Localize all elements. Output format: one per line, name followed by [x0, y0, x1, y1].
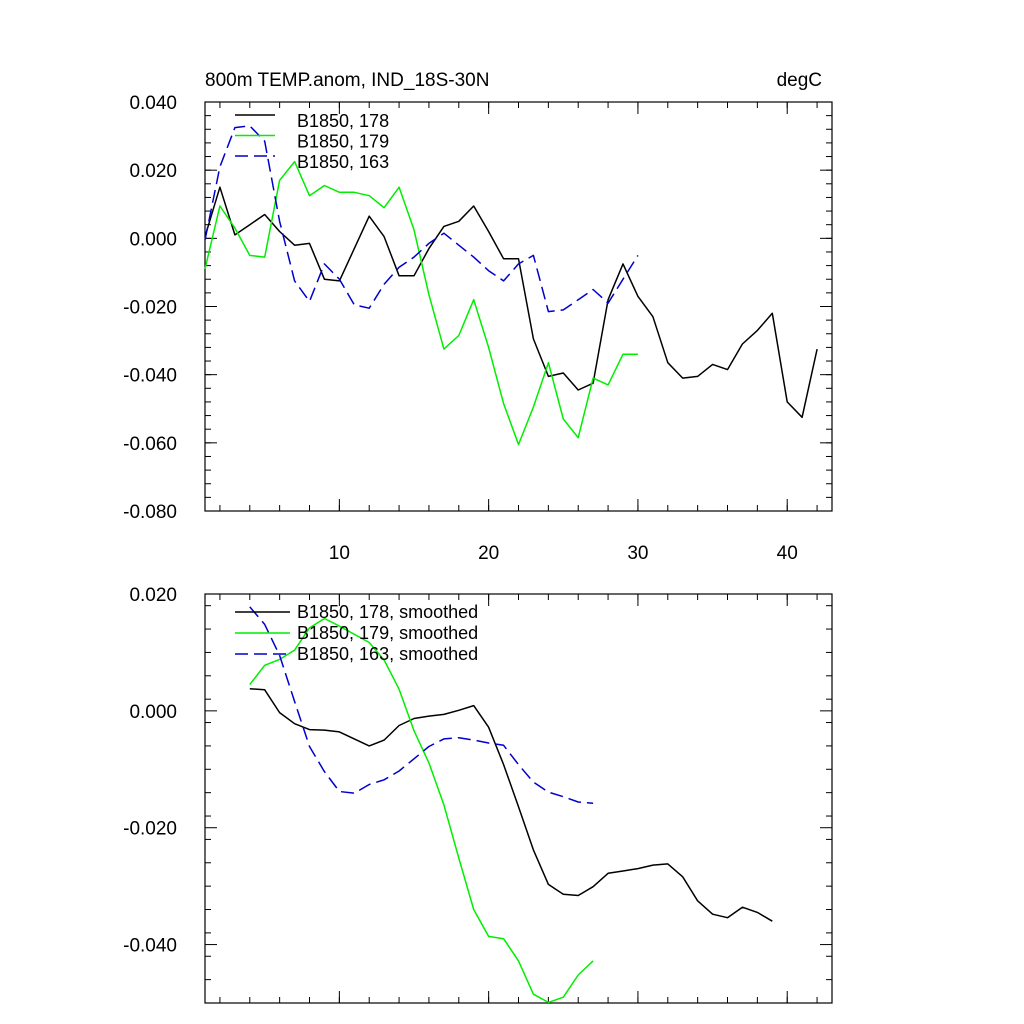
series-line-3: [204, 125, 639, 313]
legend-label: B1850, 163: [297, 152, 389, 172]
series-line-2: [204, 160, 638, 446]
legend-label: B1850, 163, smoothed: [297, 644, 478, 664]
x-tick-label: 40: [777, 543, 798, 564]
axis-ticks: 0.020 0.000 -0.020 -0.040: [123, 585, 832, 1004]
legend-label: B1850, 179: [297, 132, 389, 152]
bottom-panel: 0.020 0.000 -0.020 -0.040 B1850, 178, smoot…: [123, 585, 833, 1004]
axis-ticks: 0.040 0.020 0.000 -0.020 -0.040 -0.060 -0.080 1…: [123, 93, 832, 564]
x-tick-label: 20: [478, 543, 499, 564]
units-label: degC: [777, 70, 822, 91]
y-tick-label: 0.000: [129, 702, 177, 723]
top-panel: 800m TEMP.anom, IND_18S-30N degC 0.0400.…: [123, 70, 833, 564]
y-tick-label: -0.020: [123, 298, 177, 319]
data-lines: [249, 606, 773, 1004]
x-tick-label: 10: [329, 543, 350, 564]
y-tick-label: 0.040: [129, 93, 177, 114]
series-line-3: [249, 606, 594, 804]
y-tick-label: 0.000: [129, 229, 177, 250]
y-tick-label: 0.020: [129, 585, 177, 606]
series-line-2: [249, 617, 594, 1004]
y-tick-label: -0.040: [123, 366, 177, 387]
series-line-1: [249, 687, 773, 922]
y-tick-label: -0.080: [123, 502, 177, 523]
series-line-1: [204, 186, 818, 419]
y-tick-label: -0.040: [123, 936, 177, 957]
x-tick-label: 30: [627, 543, 648, 564]
y-tick-label: -0.020: [123, 819, 177, 840]
data-lines: [204, 125, 818, 446]
y-tick-label: 0.020: [129, 161, 177, 182]
chart-title: 800m TEMP.anom, IND_18S-30N: [205, 70, 489, 91]
legend-label: B1850, 179, smoothed: [297, 623, 478, 643]
legend-label: B1850, 178, smoothed: [297, 602, 478, 622]
legend-label: B1850, 178: [297, 111, 389, 131]
y-tick-label: -0.060: [123, 434, 177, 455]
